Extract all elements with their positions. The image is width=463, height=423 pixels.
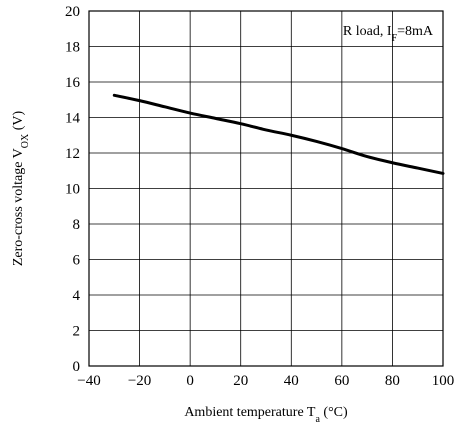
annotation-sub: F — [392, 33, 398, 44]
x-axis-label: Ambient temperature Ta (°C) — [184, 405, 348, 423]
plot-frame — [88, 10, 444, 367]
y-tick-label: 12 — [65, 146, 80, 162]
x-tick-label: 60 — [334, 373, 349, 389]
annotation-rest: =8mA — [397, 24, 434, 39]
x-tick-label: 0 — [186, 373, 194, 389]
y-axis-label-unit: (V) — [11, 111, 26, 134]
y-axis-label-sub: OX — [20, 133, 31, 148]
x-tick-label: 80 — [385, 373, 400, 389]
y-axis-label: Zero-cross voltage VOX (V) — [11, 111, 31, 267]
y-tick-label: 10 — [65, 182, 80, 198]
x-tick-labels: −40 −20 0 20 40 60 80 100 — [77, 373, 454, 389]
x-tick-label: 20 — [233, 373, 248, 389]
x-axis-label-unit: (°C) — [320, 405, 348, 420]
annotation-main: R load, I — [343, 24, 392, 39]
x-tick-label: 40 — [284, 373, 299, 389]
y-tick-label: 16 — [65, 75, 81, 91]
grid — [88, 10, 444, 367]
y-tick-label: 0 — [73, 359, 81, 375]
y-tick-label: 4 — [73, 288, 81, 304]
x-axis-label-sub: a — [315, 414, 320, 423]
annotation: R load, IF=8mA — [343, 24, 434, 44]
series-line — [112, 93, 445, 175]
y-axis-label-main: Zero-cross voltage V — [11, 148, 26, 266]
series-layer — [112, 93, 445, 175]
y-tick-label: 14 — [65, 111, 81, 127]
y-tick-label: 8 — [73, 217, 81, 233]
x-axis-label-main: Ambient temperature T — [184, 405, 316, 420]
x-tick-label: 100 — [432, 373, 455, 389]
x-tick-label: −40 — [77, 373, 100, 389]
y-tick-label: 2 — [73, 324, 81, 340]
y-tick-labels: 0 2 4 6 8 10 12 14 16 18 20 — [65, 4, 81, 375]
y-tick-label: 18 — [65, 40, 80, 56]
x-tick-label: −20 — [128, 373, 151, 389]
y-tick-label: 20 — [65, 4, 80, 20]
y-tick-label: 6 — [73, 253, 81, 269]
